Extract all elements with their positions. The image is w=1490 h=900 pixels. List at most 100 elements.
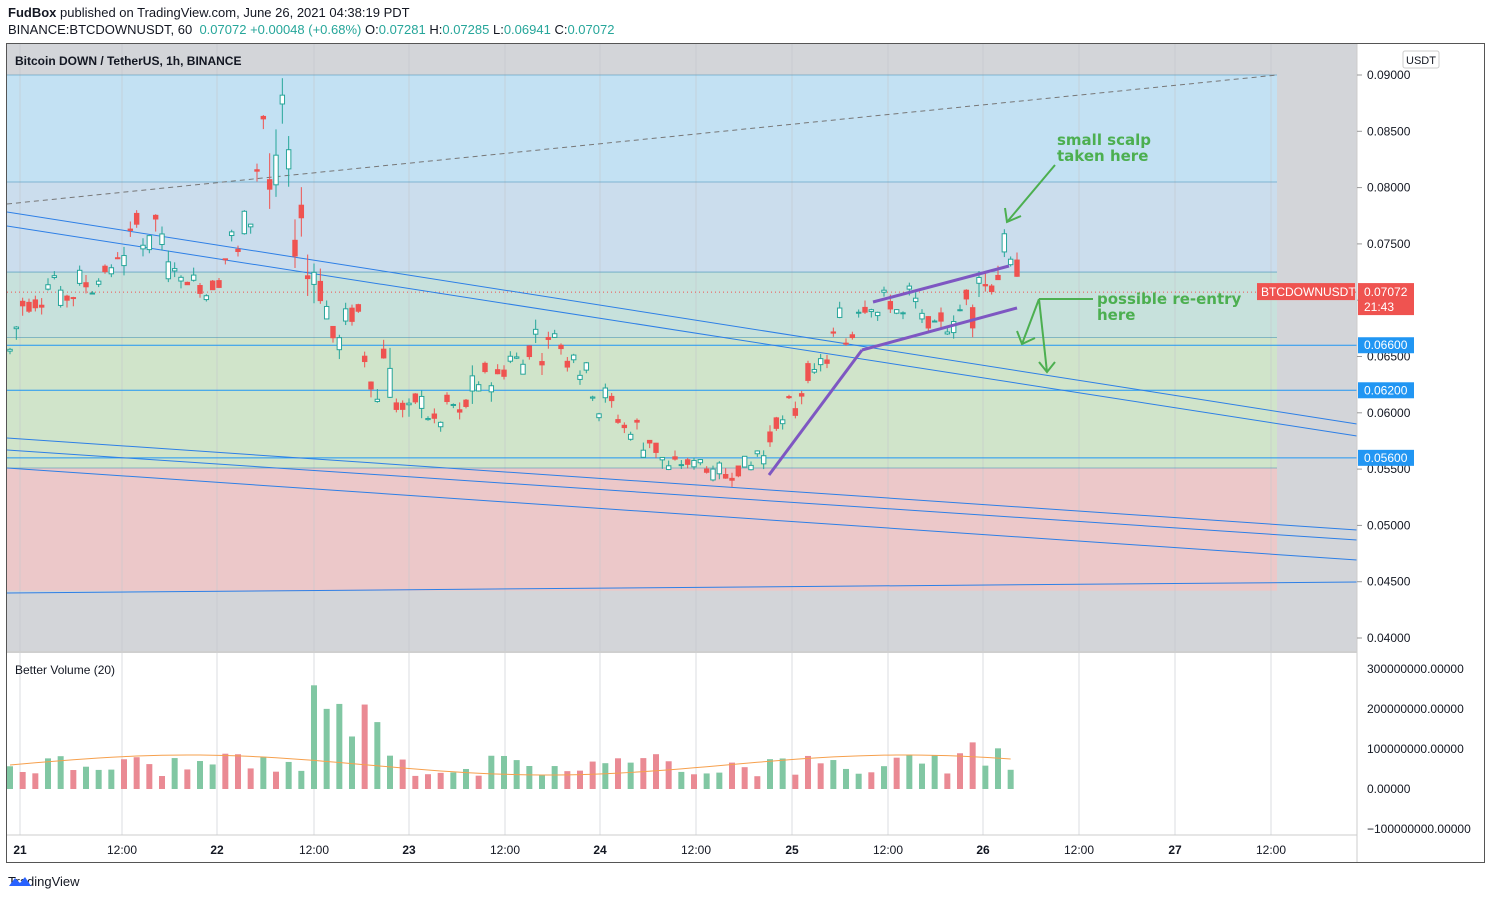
candle-body <box>767 431 773 443</box>
volume-bar <box>171 758 178 789</box>
price-tick-label: 0.04500 <box>1367 575 1411 589</box>
time-tick-label: 26 <box>976 843 990 857</box>
annotations: small scalp taken here possible re-entry… <box>1004 131 1242 374</box>
candle-body <box>285 149 292 170</box>
candle-body <box>330 325 336 339</box>
time-axis[interactable]: 21 12:00 22 12:00 23 12:00 24 12:00 25 12:00 26 12:… <box>13 843 1286 857</box>
candle-body <box>982 284 989 287</box>
candle-body <box>159 233 165 245</box>
volume-bar <box>336 703 343 789</box>
last-price: 0.07072 <box>199 22 247 37</box>
candle-body <box>247 223 254 228</box>
volume-bar <box>209 764 216 789</box>
candle-body <box>995 274 1001 281</box>
volume-bar <box>995 748 1001 789</box>
zone-band <box>7 272 1277 338</box>
volume-bar <box>602 763 609 789</box>
candle-body <box>919 312 925 320</box>
price-tick-label: 0.08000 <box>1367 181 1411 195</box>
candle-body <box>437 421 444 428</box>
candle-body <box>380 348 387 359</box>
candle-body <box>602 387 609 399</box>
volume-bar <box>577 770 583 789</box>
candle-body <box>881 289 887 293</box>
volume-bar <box>779 758 786 789</box>
dashed-trendline <box>7 74 1278 205</box>
time-tick-label: 12:00 <box>873 843 903 857</box>
candle-body <box>463 399 469 407</box>
candle-body <box>121 255 127 267</box>
pattern-line <box>872 264 1010 304</box>
volume-bg <box>7 652 1357 835</box>
candle-body <box>228 231 235 237</box>
candle-body <box>456 409 463 413</box>
candle-body <box>684 459 691 465</box>
volume-bar <box>640 758 647 789</box>
publish-info: FudBox published on TradingView.com, Jun… <box>8 5 410 20</box>
volume-bar <box>285 761 292 789</box>
volume-bar <box>247 768 254 789</box>
volume-bar <box>95 769 102 789</box>
candle-body <box>938 312 944 322</box>
volume-bar <box>260 756 267 789</box>
volume-tick-label: 200000000.00000 <box>1367 702 1464 716</box>
candle-body <box>38 304 45 308</box>
candle-body <box>824 359 830 364</box>
candle-body <box>849 334 856 339</box>
candle-body <box>773 417 780 429</box>
candle-body <box>342 308 349 322</box>
last-price-tag <box>1358 283 1414 316</box>
candle-body <box>1014 259 1020 277</box>
candle-body <box>418 395 425 409</box>
candle-body <box>89 292 96 295</box>
volume-bar <box>627 762 634 789</box>
candle-body <box>608 395 615 402</box>
candle-body <box>311 271 317 285</box>
wedge-pattern <box>767 264 1018 476</box>
volume-bar <box>893 757 900 789</box>
candle-body <box>361 355 368 363</box>
candle-body <box>646 439 653 444</box>
volume-bar <box>919 763 925 789</box>
candle-body <box>988 285 995 293</box>
volume-bar <box>526 766 533 789</box>
volume-bar <box>374 722 381 789</box>
reentry-annotation-line1: possible re-entry <box>1097 290 1242 308</box>
volume-bar <box>805 755 811 789</box>
volume-bar <box>551 766 558 789</box>
time-tick-label: 21 <box>13 843 27 857</box>
candle-body <box>444 394 450 403</box>
candle-body <box>45 284 51 290</box>
volume-bar <box>298 770 305 789</box>
price-scale[interactable]: 0.090000.085000.080000.075000.070000.065… <box>1257 68 1414 645</box>
candle-body <box>368 381 374 390</box>
symbol-price-tag <box>1257 283 1355 301</box>
candle-body <box>425 418 431 421</box>
chart-frame[interactable]: small scalp taken here possible re-entry… <box>6 43 1485 863</box>
price-chart[interactable]: small scalp taken here possible re-entry… <box>7 44 1484 862</box>
currency-box[interactable] <box>1402 50 1440 69</box>
descending-trendline <box>7 467 1358 561</box>
candle-body <box>70 297 77 300</box>
candle-body <box>76 269 83 284</box>
candle-body <box>855 311 862 314</box>
candle-body <box>798 393 805 397</box>
candle-body <box>634 419 640 423</box>
price-tick-label: 0.08500 <box>1367 124 1411 138</box>
descending-trendline <box>7 211 1358 425</box>
volume-bar <box>906 755 913 789</box>
candle-body <box>805 363 811 381</box>
open-value: 0.07281 <box>378 22 426 37</box>
volume-bar <box>323 708 330 789</box>
volume-bar <box>349 736 355 789</box>
volume-bar <box>463 768 469 789</box>
candle-body <box>469 375 476 392</box>
candle-body <box>190 274 197 281</box>
candle-body <box>665 465 672 471</box>
volume-scale[interactable]: 300000000.00000 200000000.00000 100000000.… <box>1367 662 1471 836</box>
candle-body <box>564 360 571 368</box>
candle-body <box>874 311 881 317</box>
volume-bar <box>361 704 368 789</box>
author-name[interactable]: FudBox <box>8 5 57 20</box>
volume-bar <box>665 761 672 789</box>
